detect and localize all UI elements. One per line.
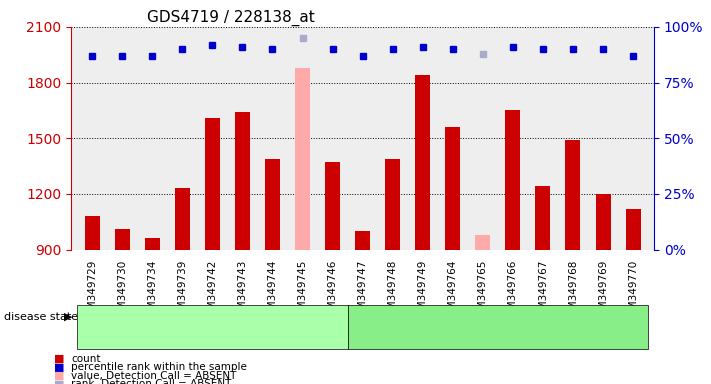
Bar [476,235,491,250]
Text: percentile rank within the sample: percentile rank within the sample [71,362,247,372]
Bar [565,140,580,250]
Bar [265,159,280,250]
Bar [596,194,611,250]
Bar [145,238,160,250]
Bar [385,159,400,250]
Text: ■: ■ [53,362,64,372]
Bar [535,187,550,250]
Bar [85,216,100,250]
Text: systemic lupus erythematosus: systemic lupus erythematosus [412,322,583,333]
Bar [325,162,340,250]
Bar [355,231,370,250]
Text: ■: ■ [53,379,64,384]
Text: ■: ■ [53,371,64,381]
Bar [205,118,220,250]
Text: value, Detection Call = ABSENT: value, Detection Call = ABSENT [71,371,237,381]
Text: ■: ■ [53,354,64,364]
Text: ▶: ▶ [64,312,73,322]
Bar [626,209,641,250]
Text: rank, Detection Call = ABSENT: rank, Detection Call = ABSENT [71,379,232,384]
Text: GDS4719 / 228138_at: GDS4719 / 228138_at [147,9,315,25]
Bar [445,127,460,250]
Text: disease state: disease state [4,312,77,322]
Text: count: count [71,354,100,364]
Bar [235,112,250,250]
Bar [175,188,190,250]
Bar [506,111,520,250]
Text: healthy control: healthy control [170,322,255,333]
Bar [114,229,129,250]
Bar [415,75,430,250]
Bar [295,68,310,250]
